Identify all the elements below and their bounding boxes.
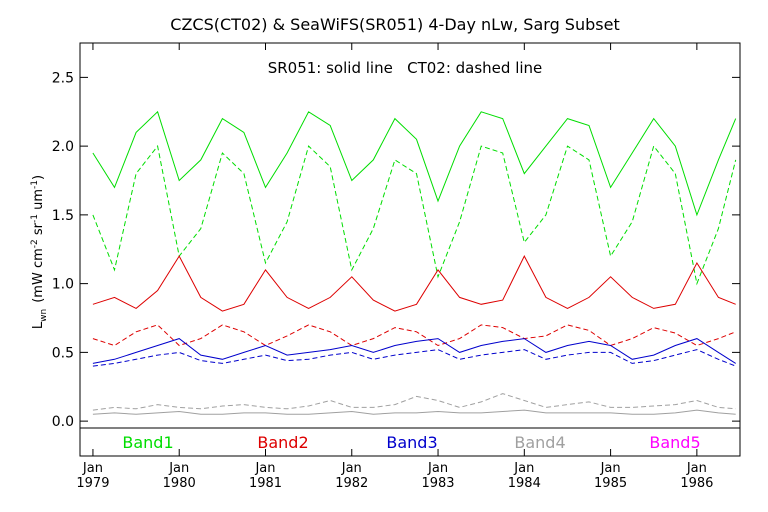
series-band2-dashed	[92, 324, 736, 347]
y-tick-label: 1.0	[52, 277, 74, 293]
series-band1-solid	[92, 110, 737, 217]
y-label-sr: sr	[31, 222, 46, 239]
series-band1-dashed	[92, 144, 737, 286]
x-tick-month: Jan	[513, 461, 534, 476]
legend-band2: Band2	[257, 433, 308, 452]
x-tick-month: Jan	[427, 461, 448, 476]
y-label-um: um	[31, 189, 46, 214]
x-tick-year: 1981	[249, 476, 282, 491]
series-band4-dashed	[92, 393, 736, 411]
legend: Band1 Band2 Band3 Band4 Band5	[122, 433, 700, 452]
x-tick-month: Jan	[168, 461, 189, 476]
series-band3-dashed	[92, 349, 736, 367]
legend-band1: Band1	[122, 433, 173, 452]
y-label-main: L	[31, 321, 46, 329]
y-axis: 0.0 0.5 1.0 1.5 2.0 2.5	[52, 70, 740, 430]
y-axis-label: Lwn(mW cm-2 sr-1 um-1)	[30, 175, 49, 329]
x-tick-year: 1980	[163, 476, 196, 491]
x-tick-month: Jan	[600, 461, 621, 476]
x-tick-month: Jan	[254, 461, 275, 476]
chart-title: CZCS(CT02) & SeaWiFS(SR051) 4-Day nLw, S…	[170, 15, 619, 34]
x-tick-year: 1984	[508, 476, 541, 491]
x-tick-year: 1985	[594, 476, 627, 491]
x-tick-year: 1983	[421, 476, 454, 491]
series-band4-solid	[92, 409, 736, 415]
series-layer	[92, 110, 737, 415]
y-tick-label: 1.5	[52, 208, 74, 224]
x-tick-month: Jan	[82, 461, 103, 476]
y-label-exp1: -2	[30, 239, 40, 248]
x-tick-month: Jan	[686, 461, 707, 476]
x-axis: Jan1979Jan1980Jan1981Jan1982Jan1983Jan19…	[76, 43, 713, 491]
legend-band4: Band4	[514, 433, 565, 452]
y-label-close: )	[31, 175, 46, 180]
y-tick-label: 0.5	[52, 345, 74, 361]
y-tick-label: 2.0	[52, 139, 74, 155]
series-band2-solid	[92, 254, 736, 312]
x-tick-year: 1986	[680, 476, 713, 491]
y-label-sub: wn	[39, 309, 49, 322]
y-label-exp3: -1	[30, 180, 40, 189]
y-label-exp2: -1	[30, 214, 40, 223]
x-tick-year: 1982	[335, 476, 368, 491]
x-tick-year: 1979	[76, 476, 109, 491]
legend-band3: Band3	[386, 433, 437, 452]
y-tick-label: 0.0	[52, 414, 74, 430]
chart-annotation: SR051: solid line CT02: dashed line	[268, 59, 543, 77]
plot-area	[79, 42, 741, 457]
y-label-units: (mW cm	[31, 248, 46, 303]
x-tick-month: Jan	[341, 461, 362, 476]
series-band3-solid	[92, 338, 736, 364]
legend-band5: Band5	[649, 433, 700, 452]
y-tick-label: 2.5	[52, 70, 74, 86]
plot-frame	[79, 42, 741, 457]
